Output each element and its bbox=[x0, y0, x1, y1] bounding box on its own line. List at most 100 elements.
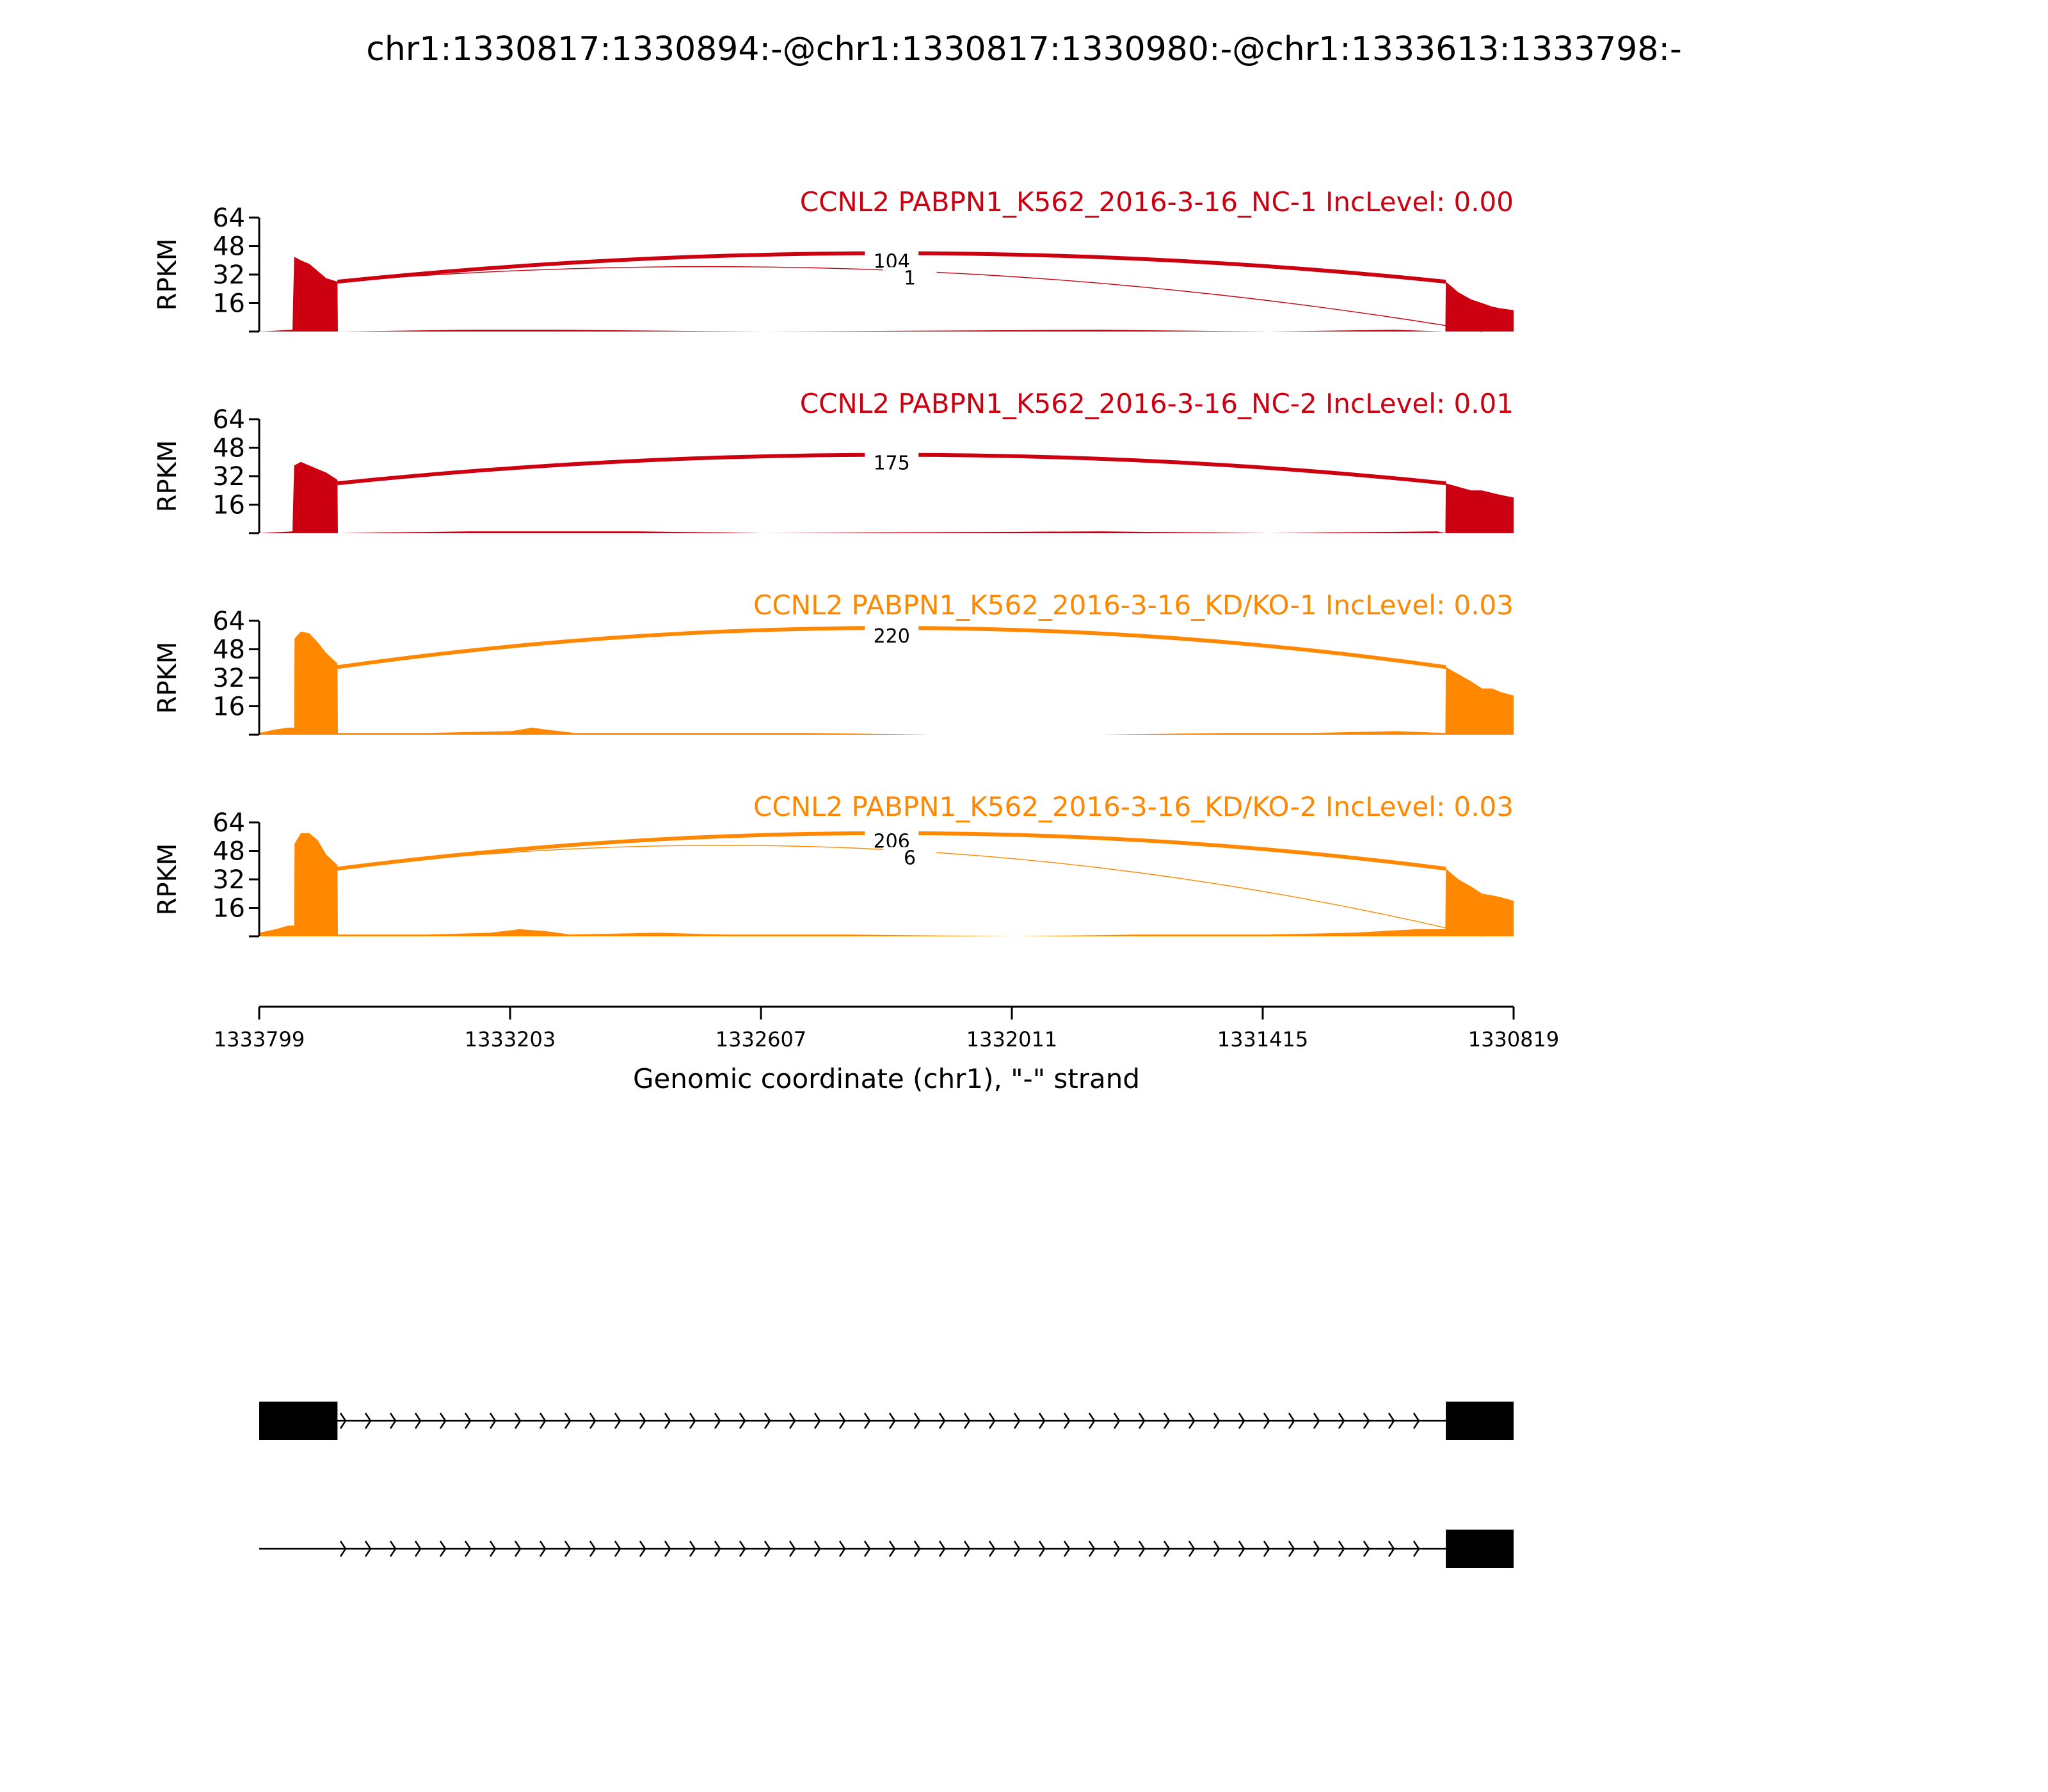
gene-model-1 bbox=[259, 1402, 1514, 1440]
strand-arrow bbox=[1213, 1540, 1220, 1557]
strand-arrow bbox=[1138, 1540, 1146, 1557]
strand-arrow bbox=[1338, 1412, 1345, 1429]
strand-arrow bbox=[564, 1540, 572, 1557]
strand-arrow bbox=[639, 1540, 646, 1557]
strand-arrow bbox=[938, 1540, 946, 1557]
strand-arrow bbox=[1113, 1540, 1121, 1557]
strand-arrow bbox=[963, 1412, 971, 1429]
strand-arrow bbox=[439, 1540, 447, 1557]
x-tick-label: 1332011 bbox=[966, 1027, 1058, 1052]
strand-arrow bbox=[1388, 1540, 1395, 1557]
y-axis-label: RPKM bbox=[153, 239, 182, 311]
strand-arrow bbox=[888, 1540, 896, 1557]
x-tick-label: 1330819 bbox=[1468, 1027, 1560, 1052]
exon-block bbox=[1446, 1402, 1514, 1440]
strand-arrow bbox=[739, 1412, 746, 1429]
strand-arrow bbox=[614, 1540, 621, 1557]
strand-arrow bbox=[464, 1540, 472, 1557]
strand-arrow bbox=[614, 1412, 621, 1429]
strand-arrow bbox=[988, 1540, 996, 1557]
strand-arrow bbox=[1013, 1540, 1021, 1557]
y-tick-label: 16 bbox=[212, 289, 245, 319]
junction-count-label: 6 bbox=[904, 847, 916, 870]
junction-label-bg bbox=[865, 452, 919, 474]
strand-arrow bbox=[1088, 1412, 1096, 1429]
strand-arrow bbox=[564, 1412, 572, 1429]
strand-arrow bbox=[589, 1540, 596, 1557]
strand-arrow bbox=[938, 1412, 946, 1429]
strand-arrow bbox=[689, 1540, 696, 1557]
strand-arrow bbox=[514, 1540, 522, 1557]
strand-arrow bbox=[739, 1540, 746, 1557]
strand-arrow bbox=[1363, 1540, 1370, 1557]
strand-arrow bbox=[589, 1412, 596, 1429]
y-axis-label: RPKM bbox=[153, 844, 182, 916]
strand-arrow bbox=[1213, 1412, 1220, 1429]
strand-arrow bbox=[489, 1412, 497, 1429]
strand-arrow bbox=[838, 1540, 846, 1557]
strand-arrow bbox=[963, 1540, 971, 1557]
strand-arrow bbox=[414, 1540, 422, 1557]
y-axis-label: RPKM bbox=[153, 642, 182, 714]
strand-arrow bbox=[1313, 1540, 1320, 1557]
strand-arrow bbox=[788, 1412, 796, 1429]
strand-arrow bbox=[1263, 1412, 1270, 1429]
y-tick-label: 64 bbox=[212, 204, 245, 233]
strand-arrow bbox=[389, 1540, 397, 1557]
x-axis: 1333799 1333203 1332607 1332011 1331415 13308… bbox=[214, 1005, 1560, 1052]
x-tick-label: 1333799 bbox=[214, 1027, 305, 1052]
strand-arrow bbox=[1063, 1540, 1071, 1557]
strand-arrow bbox=[439, 1412, 447, 1429]
track-title: CCNL2 PABPN1_K562_2016-3-16_KD/KO-1 IncL… bbox=[753, 589, 1514, 621]
gene-models bbox=[259, 1402, 1514, 1568]
strand-arrow bbox=[1288, 1540, 1295, 1557]
y-tick-label: 48 bbox=[212, 837, 245, 867]
x-tick-label: 1331415 bbox=[1217, 1027, 1309, 1052]
strand-arrow bbox=[639, 1412, 646, 1429]
strand-arrow bbox=[1338, 1540, 1345, 1557]
y-tick-label: 64 bbox=[212, 808, 245, 838]
y-axis-label: RPKM bbox=[153, 440, 182, 513]
strand-arrow bbox=[539, 1540, 547, 1557]
strand-arrow bbox=[1238, 1412, 1245, 1429]
strand-arrow bbox=[788, 1540, 796, 1557]
strand-arrow bbox=[1363, 1412, 1370, 1429]
y-tick-label: 32 bbox=[212, 865, 245, 895]
strand-arrow bbox=[364, 1540, 372, 1557]
junction-count-label: 1 bbox=[904, 267, 916, 289]
y-tick-label: 48 bbox=[212, 232, 245, 262]
y-tick-label: 48 bbox=[212, 434, 245, 463]
strand-arrow bbox=[664, 1540, 671, 1557]
strand-arrow bbox=[464, 1412, 472, 1429]
x-tick-label: 1333203 bbox=[465, 1027, 556, 1052]
strand-arrow bbox=[1088, 1540, 1096, 1557]
strand-arrow bbox=[489, 1540, 497, 1557]
y-tick-label: 16 bbox=[212, 491, 245, 520]
y-tick-label: 16 bbox=[212, 692, 245, 722]
x-tick-label: 1332607 bbox=[716, 1027, 807, 1052]
strand-arrow bbox=[1313, 1412, 1320, 1429]
y-tick-label: 16 bbox=[212, 894, 245, 924]
strand-arrow bbox=[1388, 1412, 1395, 1429]
y-tick-label: 48 bbox=[212, 636, 245, 665]
strand-arrow bbox=[539, 1412, 547, 1429]
strand-arrow bbox=[913, 1412, 921, 1429]
strand-arrow bbox=[1412, 1540, 1420, 1557]
strand-arrow bbox=[1263, 1540, 1270, 1557]
y-tick-label: 32 bbox=[212, 664, 245, 693]
y-tick-label: 32 bbox=[212, 462, 245, 492]
strand-arrow bbox=[1113, 1412, 1121, 1429]
strand-arrow bbox=[1038, 1540, 1046, 1557]
strand-arrow bbox=[514, 1412, 522, 1429]
y-tick-label: 64 bbox=[212, 607, 245, 636]
strand-arrow bbox=[414, 1412, 422, 1429]
exon-block bbox=[259, 1402, 338, 1440]
strand-arrow bbox=[1238, 1540, 1245, 1557]
track-title: CCNL2 PABPN1_K562_2016-3-16_KD/KO-2 IncL… bbox=[753, 791, 1514, 822]
strand-arrow bbox=[1138, 1412, 1146, 1429]
figure-title: chr1:1330817:1330894:-@chr1:1330817:1330… bbox=[366, 30, 1682, 68]
